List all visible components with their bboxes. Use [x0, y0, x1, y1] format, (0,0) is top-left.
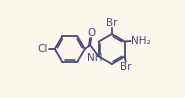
- Text: Cl: Cl: [38, 44, 48, 54]
- Text: Br: Br: [106, 18, 118, 28]
- Text: NH₂: NH₂: [131, 36, 151, 46]
- Text: O: O: [87, 28, 95, 38]
- Text: NH: NH: [87, 53, 103, 63]
- Text: Br: Br: [120, 62, 132, 72]
